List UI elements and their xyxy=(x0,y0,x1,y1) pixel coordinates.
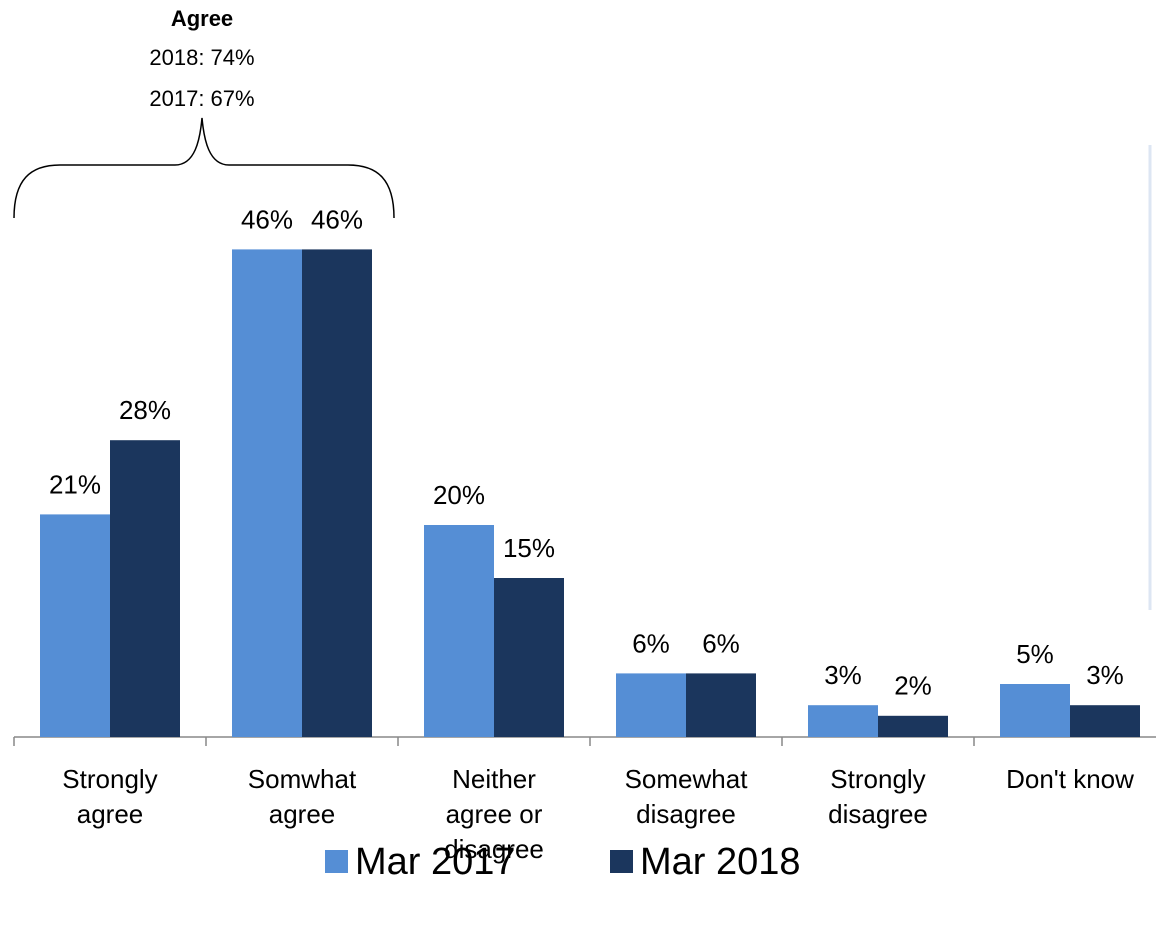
data-label: 5% xyxy=(1016,639,1054,669)
data-label: 46% xyxy=(311,204,363,234)
bar xyxy=(616,673,686,737)
bar xyxy=(424,525,494,737)
data-label: 6% xyxy=(702,628,740,658)
legend-label: Mar 2017 xyxy=(355,841,516,883)
bar xyxy=(1000,684,1070,737)
bar xyxy=(494,578,564,737)
data-label: 20% xyxy=(433,480,485,510)
data-label: 15% xyxy=(503,533,555,563)
bar xyxy=(878,715,948,737)
x-tick-label: Strongly agree xyxy=(62,764,158,829)
x-tick-label: Neither agree or disagree xyxy=(444,764,544,864)
data-label: 6% xyxy=(632,628,670,658)
bar xyxy=(302,249,372,737)
bar xyxy=(232,249,302,737)
annotation-line: 2017: 67% xyxy=(149,86,254,111)
annotation-line: 2018: 74% xyxy=(149,45,254,70)
bar xyxy=(110,440,180,737)
bar xyxy=(808,705,878,737)
x-tick-label: Somwhat agree xyxy=(247,764,357,829)
legend-swatch xyxy=(610,850,633,873)
x-tick-label: Don't know xyxy=(1006,764,1134,794)
x-tick-label: Somewhat disagree xyxy=(624,764,748,829)
data-label: 2% xyxy=(894,671,932,701)
data-label: 3% xyxy=(824,660,862,690)
x-tick-label: Strongly disagree xyxy=(828,764,928,829)
bar xyxy=(1070,705,1140,737)
data-label: 21% xyxy=(49,469,101,499)
bar xyxy=(40,514,110,737)
bracket xyxy=(13,117,395,219)
legend-swatch xyxy=(325,850,348,873)
data-label: 46% xyxy=(241,204,293,234)
legend-label: Mar 2018 xyxy=(640,841,801,883)
data-label: 3% xyxy=(1086,660,1124,690)
bar xyxy=(686,673,756,737)
annotation-title: Agree xyxy=(171,6,233,31)
data-label: 28% xyxy=(119,395,171,425)
